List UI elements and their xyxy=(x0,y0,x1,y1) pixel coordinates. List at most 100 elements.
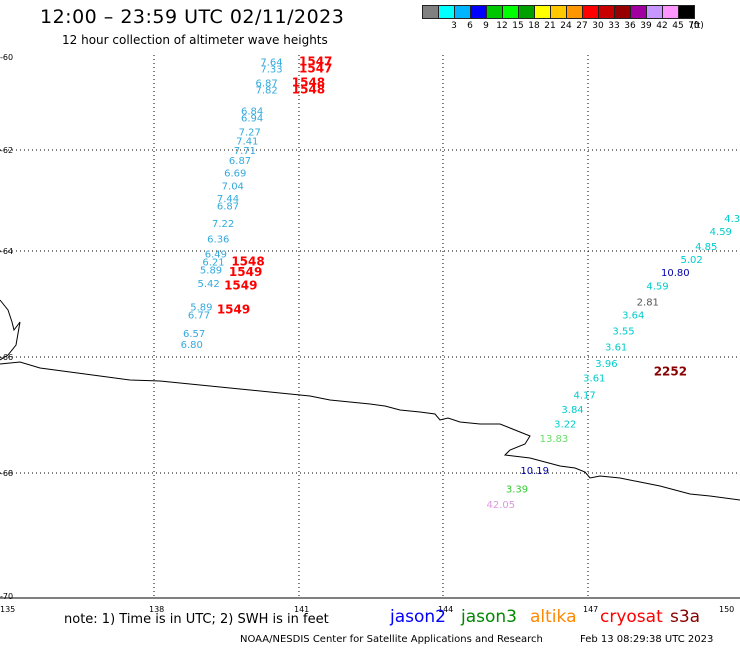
legend-swatch-label: 36 xyxy=(624,21,636,31)
credit-line: NOAA/NESDIS Center for Satellite Applica… xyxy=(240,634,543,645)
generated-timestamp: Feb 13 08:29:38 UTC 2023 xyxy=(580,634,714,645)
legend-swatch xyxy=(454,5,471,19)
legend-swatch xyxy=(438,5,455,19)
wave-height-labels: 7.647.336.877.826.846.947.277.417.716.87… xyxy=(181,58,740,511)
lon-tick-label: 144 xyxy=(438,605,453,614)
legend-swatch-label: 21 xyxy=(544,21,556,31)
satellite-jason3: jason3 xyxy=(461,607,517,627)
satellite-cryosat: cryosat xyxy=(600,607,663,627)
legend-swatch xyxy=(470,5,487,19)
legend-swatch xyxy=(486,5,503,19)
legend-swatch xyxy=(566,5,583,19)
wave-height-value: 6.21 xyxy=(202,258,224,269)
obs-time-label: 1549 xyxy=(224,278,257,292)
wave-height-value: 6.87 xyxy=(256,79,278,90)
wave-height-value: 6.49 xyxy=(205,250,227,261)
wave-height-value: 7.41 xyxy=(236,137,258,148)
lat-tick-label: -62 xyxy=(0,146,13,155)
wave-height-value: 13.83 xyxy=(540,434,569,445)
obs-time-label: 2252 xyxy=(654,365,687,379)
legend-swatch xyxy=(678,5,695,19)
legend-swatch-label: 6 xyxy=(467,21,473,31)
obs-time-label: 1548 xyxy=(292,76,325,90)
satellite-jason2: jason2 xyxy=(390,607,446,627)
satellite-s3a: s3a xyxy=(670,607,701,627)
wave-height-value: 3.61 xyxy=(583,373,605,384)
obs-time-label: 1548 xyxy=(292,83,325,97)
obs-time-label: 1549 xyxy=(217,302,250,316)
lat-tick-label: -70 xyxy=(0,592,13,601)
obs-time-label: 1548 xyxy=(231,255,264,269)
legend-swatch-label: 33 xyxy=(608,21,620,31)
wave-height-value: 42.05 xyxy=(487,500,516,511)
legend-units: (ft) xyxy=(690,21,704,31)
legend-swatch-label: 45 xyxy=(672,21,684,31)
legend-swatch-label: 42 xyxy=(656,21,668,31)
lat-tick-label: -64 xyxy=(0,247,13,256)
coastline xyxy=(0,299,740,501)
lat-tick-label: -66 xyxy=(0,353,13,362)
wave-height-value: 3.84 xyxy=(561,405,583,416)
wave-height-value: 5.89 xyxy=(200,266,222,277)
legend-swatch xyxy=(582,5,599,19)
wave-height-value: 2.81 xyxy=(637,297,659,308)
wave-height-value: 5.89 xyxy=(190,303,212,314)
wave-height-value: 10.19 xyxy=(520,466,549,477)
wave-height-value: 4.59 xyxy=(710,227,732,238)
wave-height-value: 5.42 xyxy=(198,279,220,290)
graticule xyxy=(0,55,740,599)
legend-swatch-label: 15 xyxy=(512,21,524,31)
wave-height-value: 6.94 xyxy=(241,113,263,124)
obs-time-label: 1549 xyxy=(229,265,262,279)
wave-height-value: 10.80 xyxy=(661,268,690,279)
lon-tick-label: 135 xyxy=(0,605,15,614)
wave-height-value: 4.59 xyxy=(646,281,668,292)
wave-height-value: 7.82 xyxy=(256,86,278,97)
lat-tick-label: -60 xyxy=(0,53,13,62)
wave-height-value: 6.87 xyxy=(217,202,239,213)
legend-swatch-label: 70 xyxy=(688,21,700,31)
legend-swatch xyxy=(534,5,551,19)
legend-swatch xyxy=(518,5,535,19)
lon-tick-label: 138 xyxy=(149,605,164,614)
legend-swatch-label: 30 xyxy=(592,21,604,31)
wave-height-value: 6.87 xyxy=(229,156,251,167)
wave-height-value: 3.39 xyxy=(506,484,528,495)
color-legend xyxy=(422,5,695,19)
wave-height-value: 6.57 xyxy=(183,329,205,340)
legend-swatch xyxy=(662,5,679,19)
legend-swatch-label: 12 xyxy=(496,21,508,31)
legend-swatch xyxy=(614,5,631,19)
wave-height-value: 6.84 xyxy=(241,106,263,117)
lon-tick-label: 150 xyxy=(719,605,734,614)
wave-height-value: 7.64 xyxy=(260,58,282,69)
legend-swatch-label: 27 xyxy=(576,21,588,31)
wave-height-value: 6.69 xyxy=(224,169,246,180)
wave-height-value: 7.44 xyxy=(217,194,239,205)
wave-height-value: 7.04 xyxy=(222,181,244,192)
legend-swatch-label: 18 xyxy=(528,21,540,31)
wave-height-value: 3.22 xyxy=(554,420,576,431)
legend-swatch-label: 9 xyxy=(483,21,489,31)
lon-tick-label: 141 xyxy=(294,605,309,614)
wave-height-value: 4.3 xyxy=(724,214,740,225)
legend-swatch xyxy=(502,5,519,19)
wave-height-value: 3.96 xyxy=(595,359,617,370)
legend-swatch xyxy=(550,5,567,19)
legend-swatch-label: 3 xyxy=(451,21,457,31)
wave-height-value: 6.80 xyxy=(181,340,203,351)
legend-swatch xyxy=(646,5,663,19)
legend-swatch xyxy=(422,5,439,19)
wave-height-value: 4.85 xyxy=(695,242,717,253)
page-title: 12:00 – 23:59 UTC 02/11/2023 xyxy=(40,6,345,28)
legend-swatch xyxy=(598,5,615,19)
wave-height-value: 7.22 xyxy=(212,219,234,230)
legend-swatch-label: 24 xyxy=(560,21,572,31)
wave-height-value: 7.33 xyxy=(260,65,282,76)
satellite-altika: altika xyxy=(530,607,577,627)
lat-tick-label: -68 xyxy=(0,469,13,478)
wave-height-value: 6.36 xyxy=(207,234,229,245)
wave-height-value: 6.77 xyxy=(188,311,210,322)
wave-height-value: 3.55 xyxy=(612,327,634,338)
